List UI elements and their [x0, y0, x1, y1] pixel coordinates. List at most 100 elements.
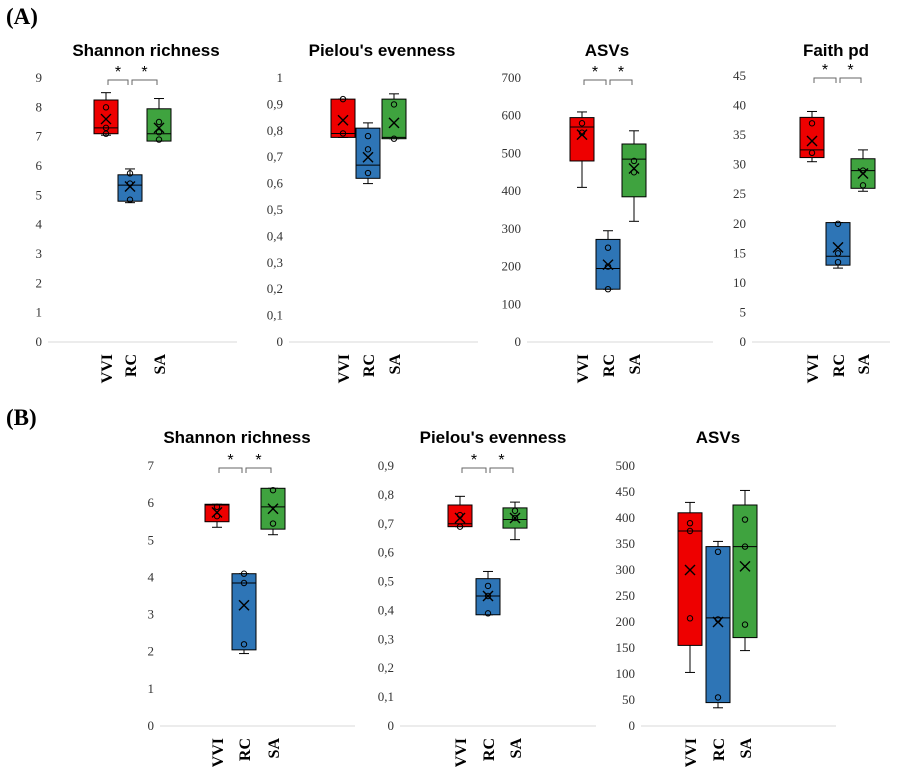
y-tick-label: 1 — [36, 305, 43, 320]
category-label-rc: RC — [711, 738, 728, 761]
mean-marker — [857, 168, 869, 180]
mean-marker — [628, 163, 640, 175]
category-label-rc: RC — [361, 354, 378, 377]
box-vvi — [204, 503, 230, 528]
significance-star: * — [115, 64, 121, 81]
mean-marker — [238, 599, 250, 611]
y-tick-label: 7 — [36, 129, 43, 144]
y-tick-label: 1 — [277, 70, 284, 85]
data-point — [364, 169, 372, 177]
significance-star: * — [822, 62, 828, 79]
chart-4: Faith pd 0 5 10 15 20 25 30 35 40 45 VVI RC SA * * — [733, 41, 891, 383]
box-sa — [502, 501, 528, 541]
significance-bracket — [489, 467, 514, 473]
significance-bracket — [839, 77, 862, 83]
y-tick-label: 45 — [733, 68, 746, 83]
significance-bracket — [131, 79, 158, 85]
data-point — [808, 120, 816, 127]
box-vvi — [569, 111, 595, 188]
iqr-box — [569, 117, 595, 162]
box-sa — [146, 98, 172, 143]
box-rc — [117, 168, 143, 204]
data-point — [714, 694, 722, 701]
iqr-box — [621, 143, 647, 198]
y-tick-label: 100 — [502, 296, 522, 311]
data-point — [213, 512, 221, 520]
chart-7: ASVs 0 50 100 150 200 250 300 350 400 450 500 VVI RC S… — [616, 428, 837, 767]
data-point — [213, 503, 221, 511]
y-tick-label: 600 — [502, 108, 522, 123]
iqr-box — [705, 546, 731, 704]
mean-marker — [482, 590, 494, 602]
chart-title: ASVs — [696, 428, 740, 447]
panel-label-a: (A) — [6, 4, 38, 29]
y-tick-label: 2 — [148, 644, 155, 659]
significance-bracket — [583, 79, 607, 85]
mean-marker — [388, 117, 400, 129]
significance-bracket — [107, 79, 129, 85]
box-sa — [732, 489, 758, 652]
y-tick-label: 35 — [733, 127, 746, 142]
y-tick-label: 0,7 — [267, 149, 284, 164]
category-label-vvi: VVI — [683, 738, 700, 767]
box-rc — [475, 570, 501, 617]
box-sa — [850, 149, 876, 192]
data-point — [604, 286, 612, 293]
category-label-sa: SA — [508, 738, 525, 759]
mean-marker — [362, 151, 374, 163]
chart-title: ASVs — [585, 41, 629, 60]
mean-marker — [832, 241, 844, 253]
box-vvi — [677, 501, 703, 673]
y-tick-label: 3 — [148, 607, 155, 622]
box-rc — [231, 570, 257, 655]
data-point — [511, 514, 519, 522]
data-point — [630, 169, 638, 176]
significance-star: * — [141, 64, 147, 81]
data-point — [484, 610, 492, 617]
data-point — [741, 621, 749, 628]
y-tick-label: 0 — [629, 718, 636, 733]
y-tick-label: 5 — [36, 187, 43, 202]
mean-marker — [337, 114, 349, 126]
y-tick-label: 0,5 — [267, 202, 283, 217]
y-tick-label: 300 — [616, 562, 636, 577]
box-vvi — [799, 110, 825, 163]
data-point — [240, 579, 248, 587]
mean-marker — [684, 564, 696, 576]
y-tick-label: 25 — [733, 186, 746, 201]
box-rc — [595, 230, 621, 293]
y-tick-label: 400 — [616, 510, 636, 525]
mean-marker — [124, 181, 136, 193]
y-tick-label: 50 — [622, 692, 635, 707]
data-point — [126, 170, 134, 177]
plot-area — [751, 61, 891, 349]
data-point — [834, 250, 842, 257]
category-label-rc: RC — [601, 354, 618, 377]
category-label-vvi: VVI — [575, 354, 592, 383]
data-point — [484, 582, 492, 590]
category-label-sa: SA — [627, 354, 644, 375]
box-rc — [825, 220, 851, 269]
data-point — [741, 543, 749, 550]
y-tick-label: 350 — [616, 536, 636, 551]
data-point — [240, 570, 248, 577]
mean-marker — [712, 616, 724, 628]
box-vvi — [330, 95, 356, 138]
data-point — [484, 592, 492, 600]
y-tick-label: 0 — [277, 334, 284, 349]
category-label-sa: SA — [266, 738, 283, 759]
category-label-sa: SA — [152, 354, 169, 375]
y-tick-label: 8 — [36, 99, 43, 114]
significance-star: * — [471, 452, 477, 469]
y-tick-label: 0,9 — [378, 458, 394, 473]
category-label-rc: RC — [481, 738, 498, 761]
y-tick-label: 2 — [36, 275, 43, 290]
plot-area — [640, 451, 837, 733]
box-vvi — [447, 495, 473, 530]
data-point — [808, 149, 816, 157]
mean-marker — [806, 135, 818, 147]
category-label-vvi: VVI — [336, 354, 353, 383]
data-point — [339, 95, 347, 103]
iqr-box — [381, 98, 407, 140]
